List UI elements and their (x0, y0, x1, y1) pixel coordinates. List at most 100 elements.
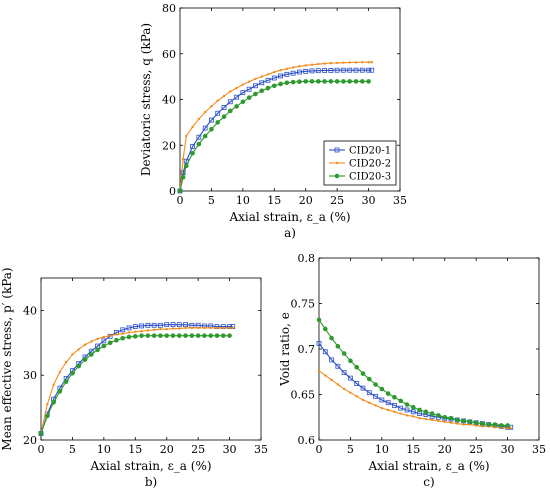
data-point (234, 94, 239, 100)
data-point (498, 423, 504, 428)
data-point (341, 370, 347, 376)
data-point (151, 333, 157, 338)
data-point (412, 415, 415, 418)
y-axis-label: Deviatoric stress, q (kPa) (139, 23, 153, 176)
data-point (309, 68, 315, 74)
data-point (152, 328, 156, 332)
data-point (227, 99, 233, 105)
data-point (132, 334, 138, 339)
data-point (424, 417, 428, 421)
data-point (164, 333, 170, 338)
data-point (241, 83, 245, 86)
data-point (139, 333, 144, 338)
data-point (209, 326, 212, 330)
data-point (354, 381, 360, 386)
x-tick-label: 5 (347, 443, 354, 456)
data-point (183, 322, 188, 328)
data-point (304, 64, 307, 67)
data-point (259, 88, 265, 94)
legend-marker (335, 161, 339, 165)
data-point (315, 79, 321, 84)
data-point (176, 333, 182, 338)
x-axis-label: Axial strain, ε_a (%) (367, 459, 489, 473)
data-point (348, 375, 353, 381)
data-point (227, 108, 233, 114)
data-point (467, 419, 473, 425)
data-point (392, 394, 397, 400)
data-point (347, 67, 353, 73)
data-point (114, 337, 119, 343)
data-point (221, 105, 227, 110)
data-point (177, 188, 183, 194)
data-point (278, 73, 283, 79)
data-point (181, 157, 185, 161)
y-tick-label: 20 (23, 434, 37, 447)
data-point (235, 86, 238, 90)
data-point (436, 413, 441, 418)
data-point (342, 387, 346, 391)
data-point (310, 63, 314, 66)
x-tick-label: 0 (177, 194, 184, 207)
data-point (353, 67, 359, 73)
data-point (246, 95, 252, 100)
data-point (222, 94, 226, 98)
y-tick-label: 0.7 (298, 343, 316, 356)
data-point (315, 68, 321, 74)
data-point (265, 77, 271, 83)
data-point (108, 334, 112, 337)
series-cid20-3 (38, 333, 232, 436)
data-point (190, 143, 195, 149)
panel-label: c) (423, 475, 434, 489)
data-point (385, 400, 391, 406)
data-point (202, 333, 207, 338)
data-point (429, 411, 435, 416)
data-point (146, 329, 150, 332)
data-point (335, 343, 341, 349)
x-tick-label: 25 (191, 443, 205, 456)
data-point (303, 68, 309, 74)
data-point (145, 322, 151, 328)
data-point (184, 326, 187, 330)
y-tick-label: 0.8 (298, 252, 316, 265)
series-cid20-3 (177, 79, 371, 194)
data-point (180, 174, 186, 180)
data-point (342, 61, 345, 64)
legend-marker (334, 173, 340, 179)
data-point (336, 383, 340, 386)
data-point (234, 104, 239, 109)
data-point (253, 83, 258, 89)
data-point (178, 327, 181, 330)
data-point (278, 81, 283, 87)
data-point (348, 61, 351, 64)
data-point (322, 79, 327, 84)
data-point (215, 120, 221, 125)
x-tick-label: 15 (267, 194, 281, 207)
data-point (353, 79, 359, 84)
data-point (398, 398, 404, 404)
data-point (374, 404, 377, 407)
data-point (151, 322, 157, 328)
data-point (265, 85, 271, 91)
chart-panel-b: 0 5 10 15 20 25 30 35 20 30 40 Axial strain, ε_a (%… (0, 267, 268, 489)
data-point (279, 69, 282, 72)
legend: CID20-1 CID20-2 CID20-3 (323, 140, 397, 186)
data-point (158, 333, 163, 338)
data-point (159, 327, 162, 331)
data-point (52, 383, 55, 387)
data-point (354, 61, 358, 64)
x-tick-label: 25 (330, 194, 344, 207)
data-point (379, 397, 385, 403)
data-point (70, 370, 75, 376)
data-point (120, 335, 126, 341)
data-point (196, 141, 202, 147)
data-point (341, 79, 346, 84)
data-point (95, 347, 100, 353)
data-point (368, 401, 371, 404)
data-point (405, 414, 409, 417)
data-point (164, 322, 170, 328)
data-point (448, 415, 454, 421)
data-point (309, 79, 315, 84)
data-point (170, 333, 176, 338)
y-tick-label: 40 (162, 94, 176, 107)
data-point (63, 379, 69, 384)
